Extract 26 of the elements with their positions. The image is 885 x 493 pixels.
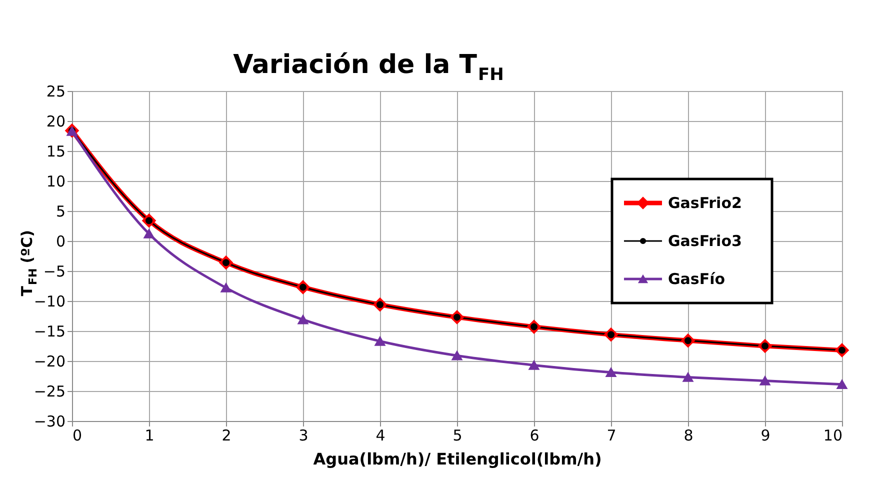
x-tick-label: 1 [144,426,154,444]
x-tick-label: 3 [298,426,308,444]
y-tick-label: 15 [46,142,66,160]
legend-label: GasFrio2 [668,194,742,212]
x-tick-label: 7 [606,426,616,444]
y-tick-label: 20 [46,112,66,130]
legend-label: GasFío [668,270,726,288]
x-axis-title: Agua(lbm/h)/ Etilenglicol(lbm/h) [313,450,602,468]
x-tick-label: 6 [530,426,540,444]
y-tick-label: −15 [34,322,66,340]
x-tick-label: 2 [222,426,232,444]
x-tick-label: 10 [823,426,842,444]
y-tick-label: −30 [34,412,66,430]
y-tick-label: 25 [46,82,66,100]
x-tick-label: 0 [72,426,82,444]
y-tick-label: 0 [56,232,66,250]
y-tick-label: 5 [56,202,66,220]
x-tick-label: 9 [760,426,770,444]
x-tick-label: 8 [684,426,694,444]
legend-label: GasFrio3 [668,232,742,250]
y-tick-label: −20 [34,352,66,370]
y-tick-label: 10 [46,172,66,190]
x-tick-label: 5 [452,426,462,444]
y-tick-label: −5 [43,262,66,280]
y-tick-label: −25 [34,382,66,400]
x-tick-label: 4 [376,426,386,444]
